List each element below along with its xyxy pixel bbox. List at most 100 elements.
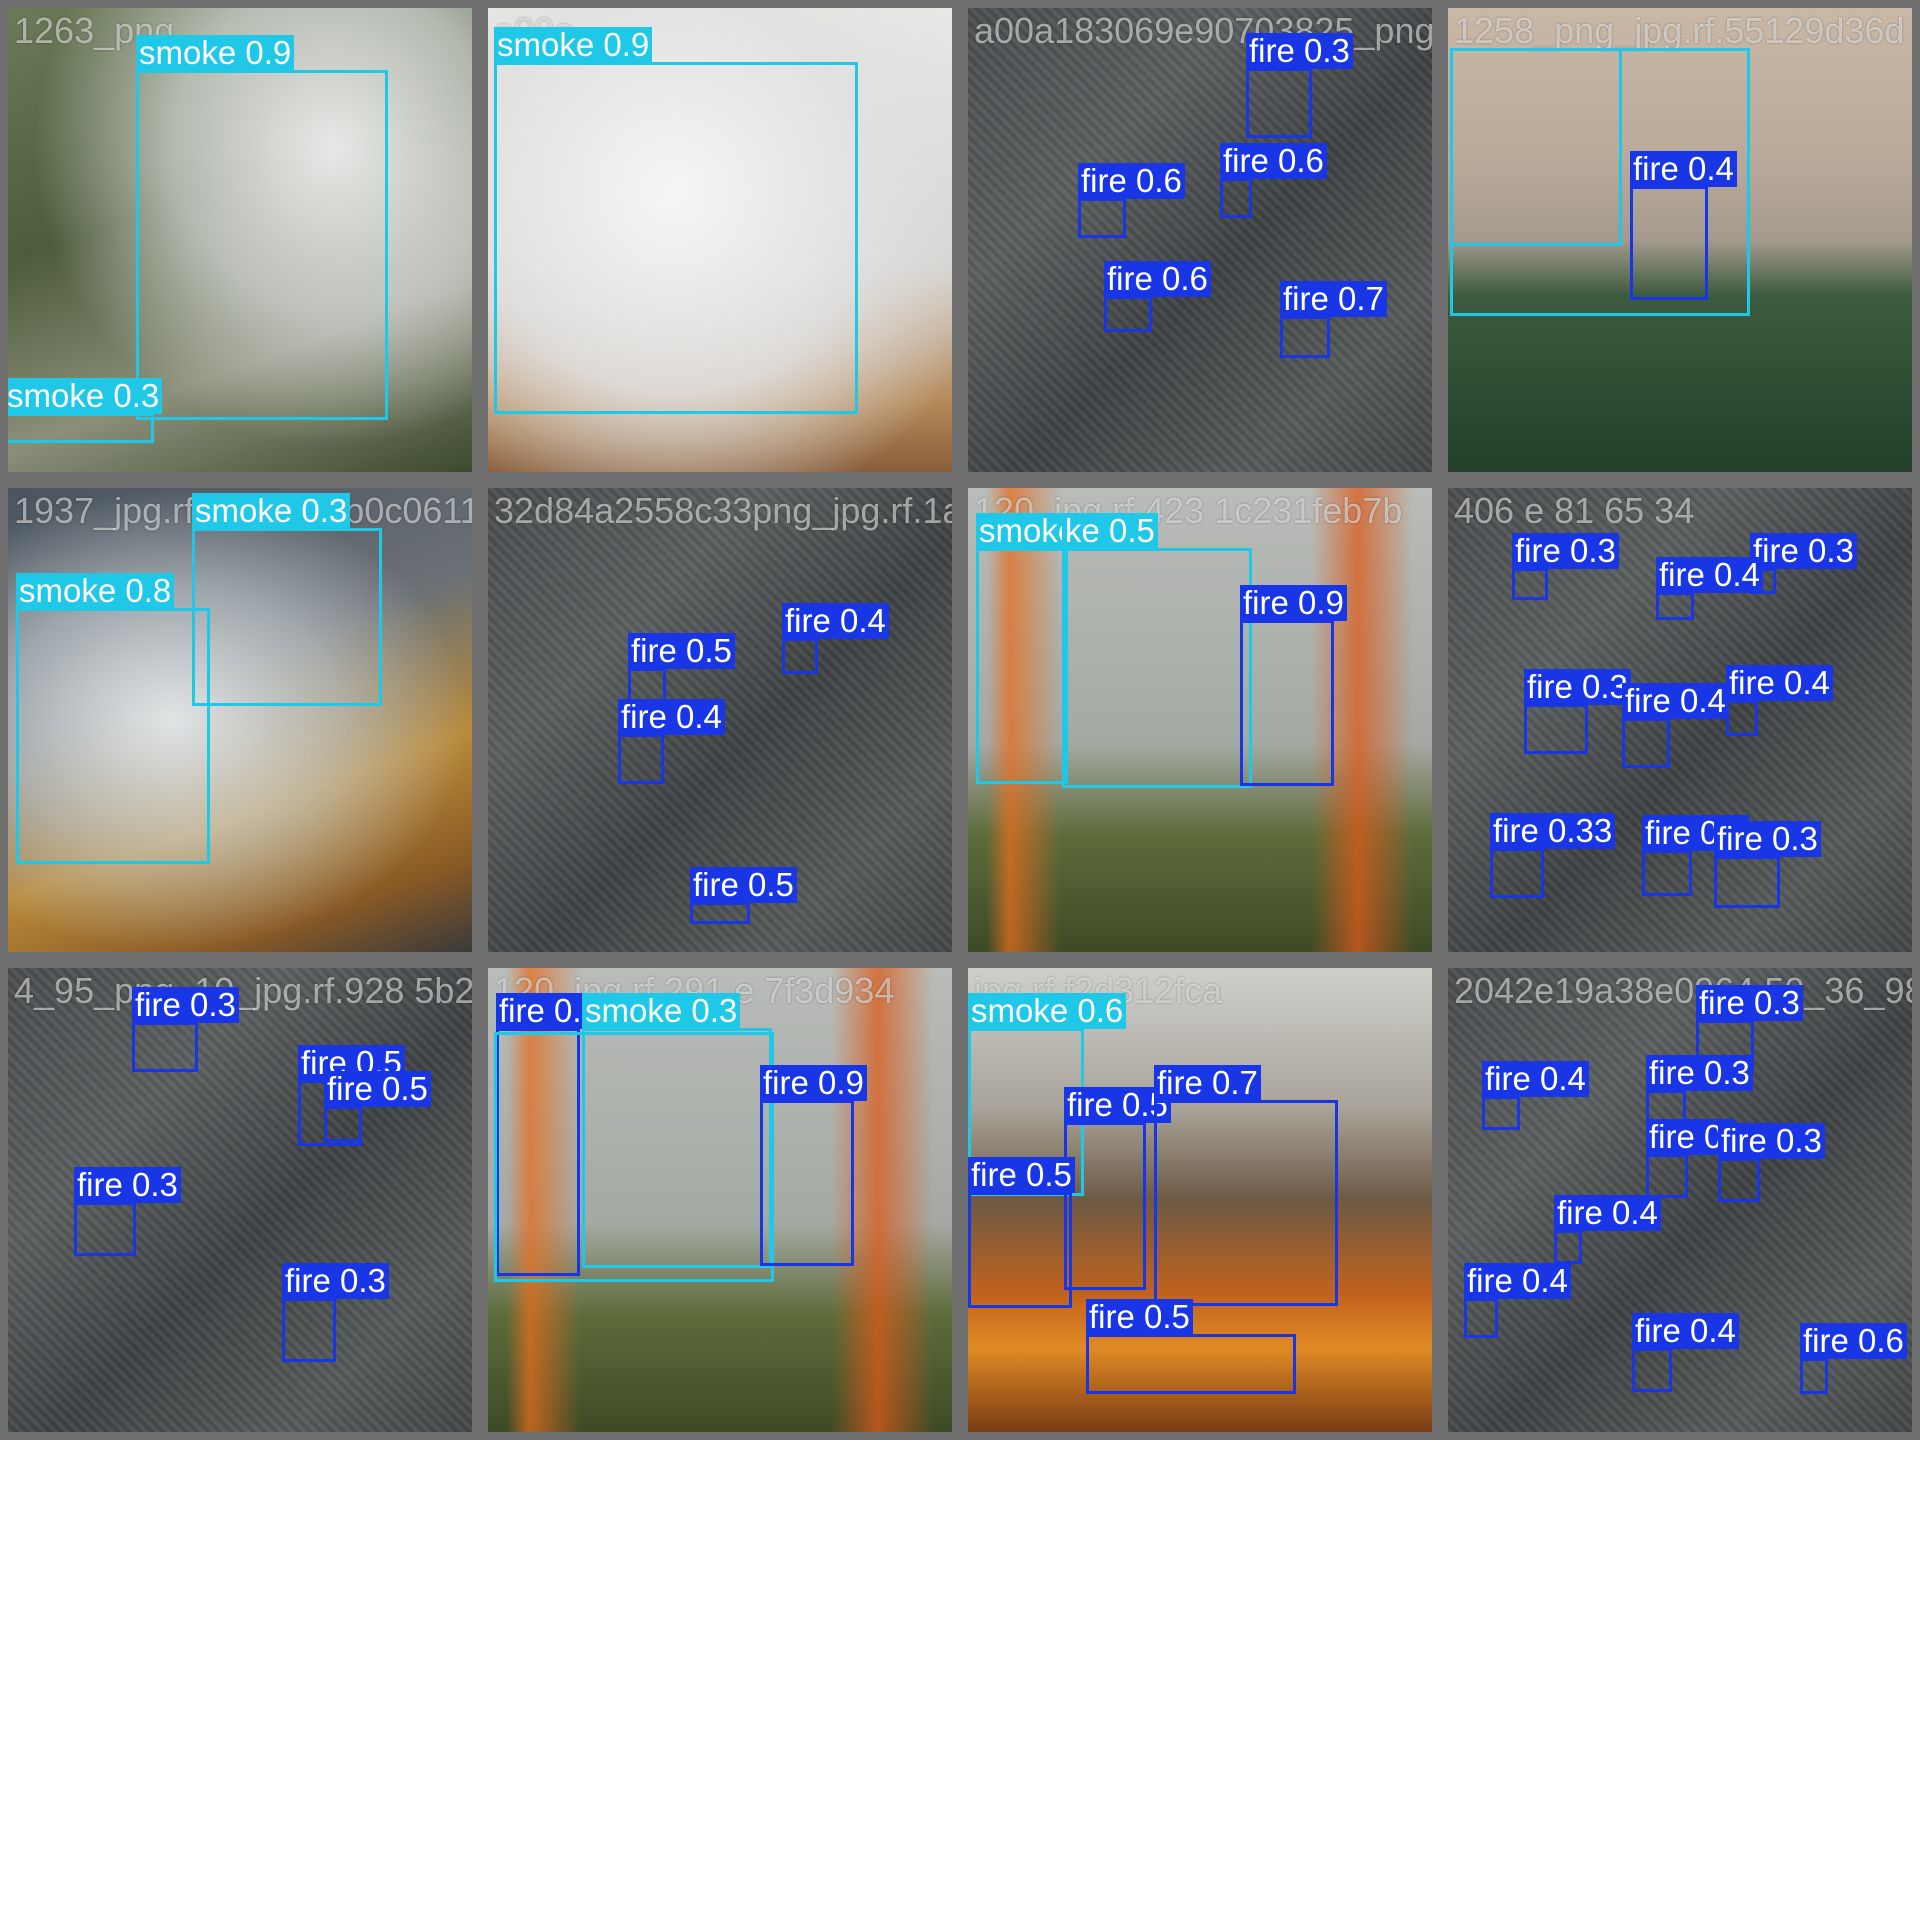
fire-detection-box: fire 0.4 <box>1622 683 1729 768</box>
fire-detection-box: fire 0.33 <box>1490 813 1616 898</box>
fire-detection-box: fire 0.3 <box>1646 1055 1753 1136</box>
image-filename: 2042e19a38e0964 50_36_98__png_jpg.rf.1c9 <box>1454 970 1912 1011</box>
detection-label: smoke 0.9 <box>136 35 295 71</box>
detection-label: fire 0. <box>496 993 585 1029</box>
fire-detection-box: fire 0.4 <box>1726 665 1833 736</box>
image-tile: 1937_jpg.rf.5907895b0c061170fsmoke 0.3sm… <box>0 480 480 960</box>
detection-label: fire 0.5 <box>968 1157 1075 1193</box>
smoke-detection-box: smoke 0.8 <box>16 573 210 864</box>
fire-detection-box: fire 0.3 <box>1524 669 1631 754</box>
detection-label: fire 0.4 <box>1632 1313 1739 1349</box>
image-tile: 1263_png smoke 0.9 smoke 0.3 <box>0 0 480 480</box>
detection-label: fire 0.4 <box>1622 683 1729 719</box>
image-tile: a00asmoke 0.9 <box>480 0 960 480</box>
fire-detection-box: fire 0.3 <box>1512 533 1619 600</box>
detection-label: fire 0.4 <box>1464 1263 1571 1299</box>
detection-label: fire 0.6 <box>1800 1323 1907 1359</box>
scene-photo <box>8 488 472 952</box>
detection-label: fire 0.4 <box>1630 151 1737 187</box>
fire-detection-box: fire 0.3 <box>1750 533 1857 594</box>
fire-detection-box: fire 0.9 <box>760 1065 867 1266</box>
fire-detection-box: fire 0.6 <box>1220 143 1327 218</box>
detection-label: fire 0.3 <box>74 1167 181 1203</box>
detection-label: fire 0.4 <box>618 699 725 735</box>
detection-label: fire 0.4 <box>1554 1195 1661 1231</box>
image-filename: a00a183069e90703825_png_ 1d9ec1340e7a36a… <box>974 10 1432 51</box>
smoke-detection-box <box>1450 48 1750 316</box>
image-filename: 1258_png_jpg.rf.55129d36d <box>1454 10 1905 51</box>
fire-detection-box: fire 0.3 <box>1246 33 1353 138</box>
detection-label: fire 0.3 <box>132 987 239 1023</box>
image-tile: 32d84a2558c33png_jpg.rf.1af7b97e57a4c4ba… <box>480 480 960 960</box>
tile-image: 406 e 81 65 34 fire 0.3 fire 0.3 fire 0.4 fi… <box>1448 488 1912 952</box>
fire-detection-box: fire 0.7 <box>1280 281 1387 358</box>
tile-image: 120_jpg.rf.423 1c231feb7b smoke 0.5 ke 0.5… <box>968 488 1432 952</box>
smoke-detection-box: smoke 0.3 <box>8 378 163 443</box>
fire-detection-box: fire 0.6 <box>1800 1323 1907 1394</box>
detection-label: fire 0.4 <box>1482 1061 1589 1097</box>
image-filename: 32d84a2558c33png_jpg.rf.1af7b97e57a4c4ba… <box>494 490 952 531</box>
tile-image: jpg.rf.f2d312fca smoke 0.6 fire 0.5 fire 0.… <box>968 968 1432 1432</box>
fire-detection-box: fire 0.3 <box>1718 1123 1825 1202</box>
fire-detection-box: fire 0.3 <box>282 1263 389 1362</box>
detection-label: smoke 0.3 <box>582 993 741 1029</box>
image-tile: 120_jpg.rf.291 e 7f3d934 fire 0. smoke 0.3… <box>480 960 960 1440</box>
detection-label: fire 0.3 <box>1696 985 1803 1021</box>
detection-label: fire 0.5 <box>1064 1087 1171 1123</box>
image-tile: 2042e19a38e0964 50_36_98__png_jpg.rf.1c9… <box>1440 960 1920 1440</box>
detection-label: fire 0.3 <box>1512 533 1619 569</box>
detection-label: fire 0.3 <box>282 1263 389 1299</box>
tile-image: 2042e19a38e0964 50_36_98__png_jpg.rf.1c9… <box>1448 968 1912 1432</box>
scene-photo <box>1448 8 1912 472</box>
fire-detection-box: fire 0.3 <box>74 1167 181 1256</box>
fire-detection-box: fire 0.3 <box>132 987 239 1072</box>
fire-detection-box: fire 0. <box>1646 1119 1735 1198</box>
image-filename: 406 e 81 65 34 <box>1454 490 1695 531</box>
fire-detection-box: fire 0.4 <box>1554 1195 1661 1264</box>
detection-label: fire 0.5 <box>324 1071 431 1107</box>
fire-detection-box: fire 0.3 <box>1714 821 1821 908</box>
fire-detection-box: fire 0.5 <box>1064 1087 1171 1290</box>
fire-detection-box: fire 0.4 <box>1632 1313 1739 1392</box>
fire-detection-box: fire 0.5 <box>968 1157 1075 1308</box>
detection-label: smoke 0.6 <box>968 993 1127 1029</box>
fire-detection-box: fire 0.5 <box>628 633 735 706</box>
detection-label: fire 0.7 <box>1154 1065 1261 1101</box>
scene-photo <box>488 8 952 472</box>
fire-detection-box: fire 0.7 <box>1154 1065 1338 1306</box>
tile-image: a00asmoke 0.9 <box>488 8 952 472</box>
smoke-detection-box <box>494 1032 774 1282</box>
detection-label: fire 0.9 <box>1240 585 1347 621</box>
fire-detection-box: fire 0.6 <box>1104 261 1211 332</box>
image-tile: jpg.rf.f2d312fca smoke 0.6 fire 0.5 fire 0.… <box>960 960 1440 1440</box>
detection-label: fire 0.5 <box>1086 1299 1193 1335</box>
smoke-detection-box: smoke 0.5 <box>976 513 1135 784</box>
fire-detection-box: fire 0.4 <box>782 603 889 674</box>
tile-image: a00a183069e90703825_png_ 1d9ec1340e7a36a… <box>968 8 1432 472</box>
fire-detection-box: fire 0.3 <box>1696 985 1803 1070</box>
smoke-detection-box: smoke 0.6 <box>968 993 1127 1196</box>
tile-image: 120_jpg.rf.291 e 7f3d934 fire 0. smoke 0.3… <box>488 968 952 1432</box>
detection-label: fire 0.3 <box>1714 821 1821 857</box>
detection-label: ke 0.5 <box>1062 513 1158 549</box>
detection-label: fire 0.3 <box>1718 1123 1825 1159</box>
fire-detection-box: fire 0.6 <box>1078 163 1185 238</box>
fire-detection-box: fire 0.4 <box>618 699 725 784</box>
smoke-detection-box: smoke 0.9 <box>136 35 388 420</box>
tile-image: 1937_jpg.rf.5907895b0c061170fsmoke 0.3sm… <box>8 488 472 952</box>
fire-detection-box: fire 0.4 <box>1482 1061 1589 1130</box>
detection-label: fire 0.9 <box>760 1065 867 1101</box>
image-filename: 4_95_png_10_jpg.rf.928 5b2a02fffb9ecb2 <box>14 970 472 1011</box>
image-tile: a00a183069e90703825_png_ 1d9ec1340e7a36a… <box>960 0 1440 480</box>
tile-image: 1263_png smoke 0.9 smoke 0.3 <box>8 8 472 472</box>
tile-image: 4_95_png_10_jpg.rf.928 5b2a02fffb9ecb2fi… <box>8 968 472 1432</box>
detection-label: smoke 0.3 <box>192 493 351 529</box>
image-tile: 4_95_png_10_jpg.rf.928 5b2a02fffb9ecb2fi… <box>0 960 480 1440</box>
fire-detection-box: fire 0.4 <box>1630 151 1737 300</box>
smoke-detection-box: smoke 0.3 <box>192 493 382 706</box>
detection-label: fire 0.5 <box>690 867 797 903</box>
fire-detection-box: fire 0.9 <box>1240 585 1347 786</box>
